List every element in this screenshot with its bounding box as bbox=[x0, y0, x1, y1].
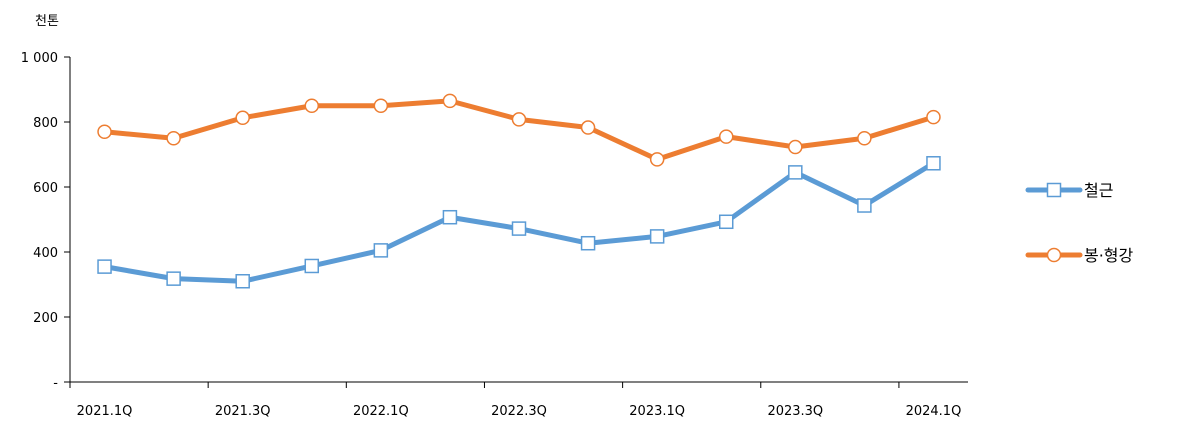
series-layer bbox=[97, 93, 941, 289]
data-point bbox=[511, 112, 527, 127]
data-point bbox=[442, 93, 458, 109]
y-tick-label: 600 bbox=[33, 181, 58, 196]
data-point bbox=[580, 120, 596, 135]
data-point bbox=[235, 110, 250, 126]
data-point bbox=[97, 259, 112, 274]
x-tick-label: 2021.1Q bbox=[77, 404, 133, 419]
data-point bbox=[235, 274, 250, 289]
data-point bbox=[511, 221, 527, 236]
data-point bbox=[304, 98, 320, 113]
series-line bbox=[102, 98, 936, 162]
y-axis: - 200 400 600 800 1 000 bbox=[21, 51, 71, 391]
legend-entry: 봉·형강 bbox=[1025, 246, 1134, 265]
data-point bbox=[857, 198, 872, 213]
legend-marker bbox=[1046, 182, 1062, 198]
legend-label: 철근 bbox=[1084, 181, 1113, 200]
legend-entry: 철근 bbox=[1025, 181, 1113, 200]
series-2 bbox=[97, 93, 941, 167]
y-tick-label: 1 000 bbox=[21, 51, 58, 66]
data-point bbox=[97, 124, 112, 139]
y-tick-label: 800 bbox=[33, 116, 58, 131]
x-tick-label: 2022.1Q bbox=[353, 404, 409, 419]
y-tick-label: - bbox=[53, 376, 58, 391]
data-point bbox=[718, 129, 734, 144]
x-tick-label: 2024.1Q bbox=[906, 404, 962, 419]
data-point bbox=[718, 214, 734, 230]
data-point bbox=[166, 131, 181, 146]
legend-marker bbox=[1046, 247, 1062, 263]
x-tick-label: 2021.3Q bbox=[215, 404, 271, 419]
data-point bbox=[580, 235, 596, 251]
data-point bbox=[788, 165, 803, 180]
data-point bbox=[373, 243, 389, 258]
x-tick-label: 2023.3Q bbox=[767, 404, 823, 419]
data-point bbox=[304, 258, 320, 274]
legend-label: 봉·형강 bbox=[1084, 246, 1134, 265]
data-point bbox=[926, 109, 941, 125]
data-point bbox=[442, 209, 458, 225]
x-tick-label: 2022.3Q bbox=[491, 404, 547, 419]
legend: 철근봉·형강 bbox=[1025, 181, 1134, 265]
y-tick-label: 200 bbox=[33, 311, 58, 326]
data-point bbox=[649, 152, 665, 167]
x-tick-label: 2023.1Q bbox=[629, 404, 685, 419]
x-axis: 2021.1Q 2021.3Q 2022.1Q 2022.3Q 2023.1Q 2023.… bbox=[69, 381, 968, 419]
y-tick-label: 400 bbox=[33, 246, 58, 261]
data-point bbox=[926, 156, 941, 171]
data-point bbox=[373, 98, 389, 113]
series-1 bbox=[97, 156, 941, 289]
unit-label: 천톤 bbox=[35, 14, 59, 29]
data-point bbox=[857, 131, 872, 146]
data-point bbox=[166, 271, 181, 286]
data-point bbox=[788, 139, 803, 155]
data-point bbox=[649, 229, 665, 244]
